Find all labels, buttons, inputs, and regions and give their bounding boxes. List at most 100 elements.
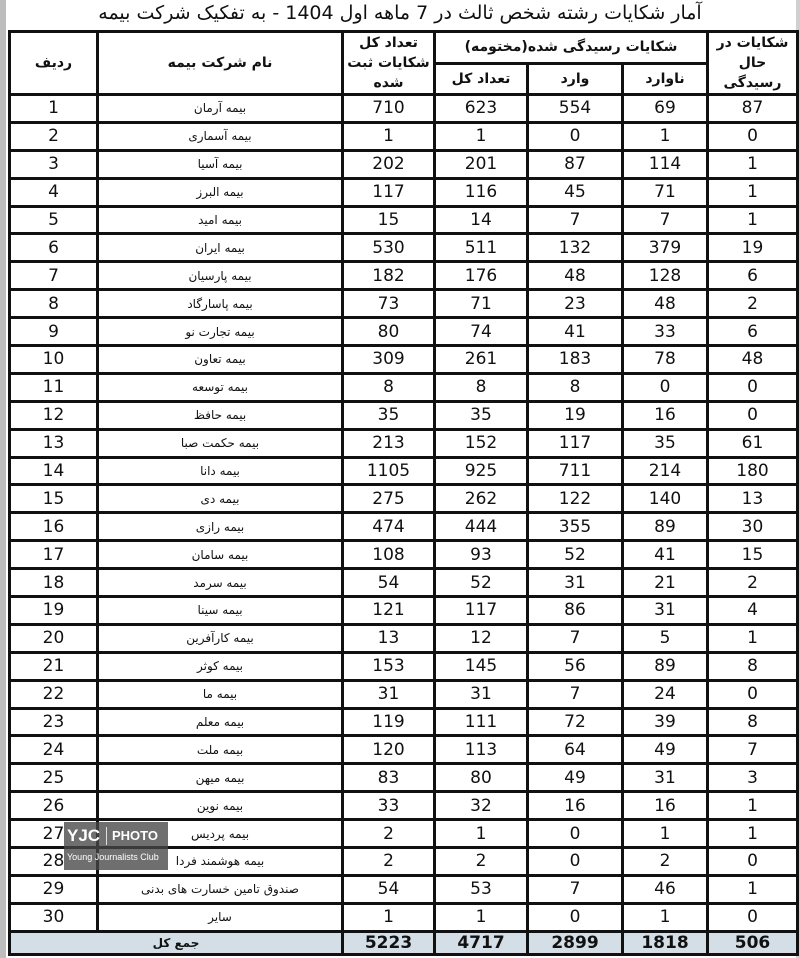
table-row: 25 بیمه میهن 83 80 49 31 3 [8, 762, 799, 794]
cell-total: 8 [341, 371, 436, 403]
cell-no: 11 [8, 371, 99, 403]
totals-total: 5223 [341, 929, 436, 956]
cell-name: بیمه آسماری [96, 120, 344, 152]
cell-name: سایر [96, 901, 344, 933]
cell-pending: 61 [706, 427, 799, 459]
cell-total: 2 [341, 846, 436, 877]
cell-valid: 16 [526, 790, 624, 822]
cell-invalid: 5 [621, 622, 709, 654]
cell-total: 2 [341, 818, 436, 850]
cell-closed: 511 [433, 232, 529, 264]
cell-closed: 261 [433, 344, 529, 375]
cell-invalid: 7 [621, 204, 709, 236]
cell-pending: 1 [706, 873, 799, 905]
cell-closed: 80 [433, 762, 529, 794]
cell-name: بیمه ملت [96, 734, 344, 766]
complaints-table: ردیف نام شرکت بیمه تعداد کل شکایات ثبت ش… [8, 30, 799, 956]
cell-valid: 64 [526, 734, 624, 766]
cell-valid: 23 [526, 288, 624, 320]
cell-total: 73 [341, 288, 436, 320]
cell-valid: 0 [526, 901, 624, 933]
cell-invalid: 379 [621, 232, 709, 264]
cell-invalid: 21 [621, 567, 709, 599]
cell-pending: 1 [706, 790, 799, 822]
cell-closed: 74 [433, 316, 529, 348]
cell-invalid: 41 [621, 539, 709, 571]
cell-invalid: 48 [621, 288, 709, 320]
cell-name: بیمه سرمد [96, 567, 344, 599]
cell-name: بیمه میهن [96, 762, 344, 794]
cell-invalid: 24 [621, 678, 709, 710]
cell-valid: 72 [526, 706, 624, 738]
cell-invalid: 214 [621, 455, 709, 487]
cell-name: بیمه ما [96, 678, 344, 710]
cell-no: 14 [8, 455, 99, 487]
cell-no: 22 [8, 678, 99, 710]
table-row: 11 بیمه توسعه 8 8 8 0 0 [8, 371, 799, 403]
cell-total: 1 [341, 901, 436, 933]
cell-invalid: 1 [621, 120, 709, 152]
cell-total: 13 [341, 622, 436, 654]
cell-closed: 623 [433, 93, 529, 124]
header-closed-total: تعداد کل [433, 61, 529, 96]
cell-valid: 7 [526, 204, 624, 236]
cell-no: 24 [8, 734, 99, 766]
cell-valid: 132 [526, 232, 624, 264]
cell-name: بیمه کارآفرین [96, 622, 344, 654]
cell-no: 1 [8, 93, 99, 124]
cell-no: 26 [8, 790, 99, 822]
cell-no: 20 [8, 622, 99, 654]
cell-total: 54 [341, 873, 436, 905]
cell-name: بیمه رازی [96, 511, 344, 543]
cell-valid: 86 [526, 595, 624, 626]
cell-closed: 152 [433, 427, 529, 459]
cell-no: 5 [8, 204, 99, 236]
cell-invalid: 1 [621, 818, 709, 850]
table-row: 13 بیمه حکمت صبا 213 152 117 35 61 [8, 427, 799, 459]
cell-no: 25 [8, 762, 99, 794]
cell-invalid: 89 [621, 650, 709, 682]
table-row: 15 بیمه دی 275 262 122 140 13 [8, 483, 799, 515]
totals-invalid: 1818 [621, 929, 709, 956]
cell-closed: 32 [433, 790, 529, 822]
cell-total: 117 [341, 176, 436, 208]
cell-name: بیمه پارسیان [96, 260, 344, 292]
table-row: 2 بیمه آسماری 1 1 0 1 0 [8, 120, 799, 152]
cell-pending: 0 [706, 678, 799, 710]
totals-row: جمع کل 5223 4717 2899 1818 506 [8, 929, 799, 956]
cell-no: 30 [8, 901, 99, 933]
cell-invalid: 114 [621, 148, 709, 180]
cell-no: 29 [8, 873, 99, 905]
table-row: 16 بیمه رازی 474 444 355 89 30 [8, 511, 799, 543]
cell-total: 54 [341, 567, 436, 599]
cell-no: 3 [8, 148, 99, 180]
cell-name: بیمه البرز [96, 176, 344, 208]
cell-pending: 0 [706, 399, 799, 431]
table-row: 5 بیمه امید 15 14 7 7 1 [8, 204, 799, 236]
table-row: 1 بیمه آرمان 710 623 554 69 87 [8, 93, 799, 124]
cell-pending: 13 [706, 483, 799, 515]
watermark-divider [106, 827, 107, 845]
cell-closed: 53 [433, 873, 529, 905]
cell-name: بیمه معلم [96, 706, 344, 738]
cell-pending: 1 [706, 176, 799, 208]
cell-closed: 113 [433, 734, 529, 766]
cell-name: بیمه کوثر [96, 650, 344, 682]
cell-pending: 15 [706, 539, 799, 571]
cell-pending: 2 [706, 567, 799, 599]
cell-invalid: 16 [621, 790, 709, 822]
cell-invalid: 128 [621, 260, 709, 292]
cell-total: 121 [341, 595, 436, 626]
totals-label: جمع کل [8, 929, 344, 956]
cell-no: 2 [8, 120, 99, 152]
cell-closed: 12 [433, 622, 529, 654]
cell-no: 4 [8, 176, 99, 208]
cell-pending: 6 [706, 260, 799, 292]
totals-valid: 2899 [526, 929, 624, 956]
cell-no: 23 [8, 706, 99, 738]
cell-pending: 19 [706, 232, 799, 264]
cell-invalid: 33 [621, 316, 709, 348]
cell-invalid: 1 [621, 901, 709, 933]
cell-total: 213 [341, 427, 436, 459]
cell-no: 9 [8, 316, 99, 348]
